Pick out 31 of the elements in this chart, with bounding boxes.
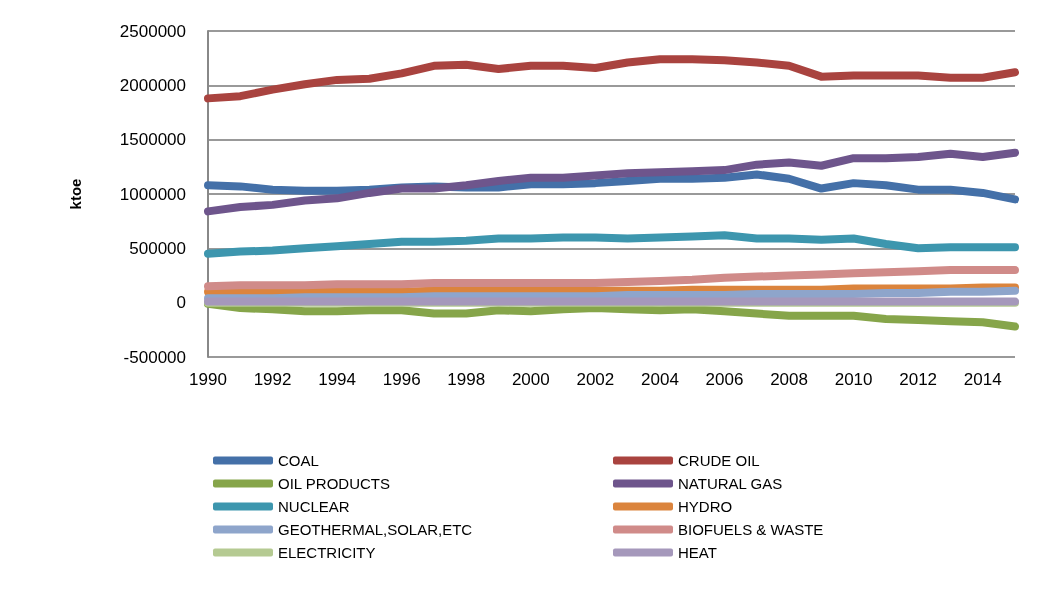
y-tick-label: 2000000	[119, 75, 186, 95]
x-tick-label: 1996	[382, 370, 421, 389]
legend-label: NATURAL GAS	[678, 475, 783, 492]
legend-label: CRUDE OIL	[678, 452, 760, 469]
legend-label: OIL PRODUCTS	[278, 475, 390, 492]
x-tick-label: 2010	[834, 370, 873, 389]
x-tick-label: 2002	[576, 370, 615, 389]
legend-label: COAL	[278, 452, 319, 469]
y-tick-label: 2500000	[119, 21, 186, 41]
legend-label: GEOTHERMAL,SOLAR,ETC	[278, 521, 473, 538]
legend-label: NUCLEAR	[278, 498, 350, 515]
x-tick-label: 2006	[705, 370, 744, 389]
y-axis-title: ktoe	[67, 178, 84, 210]
x-tick-label: 1998	[447, 370, 486, 389]
x-tick-label: 1990	[189, 370, 227, 389]
legend-label: HYDRO	[678, 498, 733, 515]
x-tick-label: 2012	[899, 370, 938, 389]
x-tick-label: 2000	[511, 370, 550, 389]
legend-label: BIOFUELS & WASTE	[678, 521, 824, 538]
x-tick-label: 1994	[318, 370, 357, 389]
y-tick-label: -500000	[123, 347, 186, 367]
x-tick-label: 2014	[963, 370, 1002, 389]
x-tick-label: 1992	[253, 370, 292, 389]
legend-label: ELECTRICITY	[278, 544, 376, 561]
legend-label: HEAT	[678, 544, 717, 561]
y-tick-label: 1500000	[119, 130, 186, 150]
x-tick-label: 2004	[641, 370, 679, 389]
x-tick-label: 2008	[770, 370, 808, 389]
y-tick-label: 0	[176, 293, 186, 313]
y-tick-label: 1000000	[119, 184, 186, 204]
y-tick-label: 500000	[129, 238, 186, 258]
